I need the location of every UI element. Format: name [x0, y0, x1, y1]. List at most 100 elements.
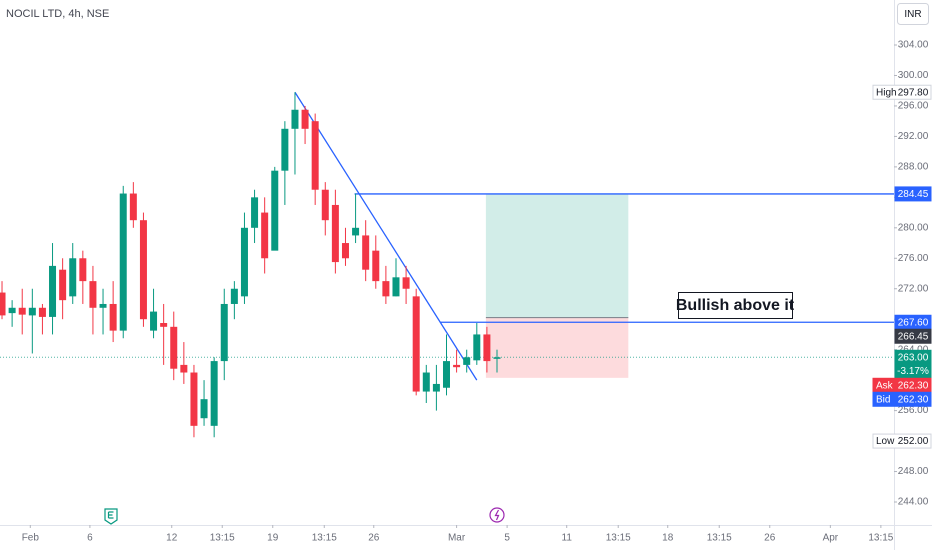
x-tick-label: 12 [166, 533, 178, 544]
candle-body [18, 307, 26, 315]
earnings-glyph [107, 511, 114, 519]
x-tick-label: 13:15 [707, 533, 732, 544]
currency-button[interactable] [897, 3, 929, 25]
candle-body [493, 357, 501, 359]
candle-body [59, 269, 67, 301]
candle-body [109, 303, 117, 331]
candle-body [372, 250, 380, 282]
candle-body [331, 204, 339, 263]
price-change: -3.17% [897, 366, 929, 377]
candle-body [432, 383, 440, 392]
candle-body [352, 227, 360, 236]
y-tick-label: 292.00 [898, 131, 929, 142]
plot: 244.00248.00252.00256.00260.00264.00268.… [0, 40, 932, 544]
x-tick-label: 26 [764, 533, 776, 544]
annotation: Bullish above it [676, 297, 795, 314]
price-label: 267.60 [898, 317, 929, 328]
candle-body [230, 288, 238, 304]
price-label: 263.00 [898, 352, 929, 363]
price-label-box [894, 328, 932, 344]
candle-body [473, 334, 481, 361]
currency-label[interactable]: INR [904, 9, 921, 20]
candle-body [200, 399, 208, 419]
annotation-box [678, 292, 793, 319]
price-label: 297.80 [898, 87, 929, 98]
candle-body [291, 109, 299, 129]
price-label-box [872, 84, 932, 100]
price-label-tag: Ask [876, 380, 894, 391]
price-label: 262.30 [898, 380, 929, 391]
candle-body [271, 170, 279, 251]
y-tick-label: 248.00 [898, 466, 929, 477]
x-tick-label: Mar [448, 533, 466, 544]
candle-body [220, 303, 228, 362]
candle-body [392, 277, 400, 297]
y-tick-label: 296.00 [898, 101, 929, 112]
candle-body [69, 258, 77, 297]
candle-body [362, 235, 370, 270]
x-tick-label: 19 [267, 533, 279, 544]
y-tick-label: 300.00 [898, 70, 929, 81]
target-zone [485, 193, 629, 318]
candle-body [412, 296, 420, 392]
candle-body [119, 193, 127, 331]
candle-body [311, 121, 319, 190]
candle-body [190, 372, 198, 426]
y-tick-label: 288.00 [898, 162, 929, 173]
candle-body [28, 307, 36, 316]
x-tick-label: 13:15 [210, 533, 235, 544]
y-tick-label: 244.00 [898, 497, 929, 508]
price-label-tag: High [876, 87, 897, 98]
x-tick-label: 11 [562, 533, 573, 544]
candle-body [160, 323, 168, 327]
dividend-icon [489, 507, 505, 523]
candle-body [453, 364, 461, 368]
price-label-box [894, 349, 932, 379]
candle-body [38, 307, 46, 317]
price-label: 284.45 [898, 189, 929, 200]
trend-line [294, 91, 478, 381]
x-tick-label: 5 [504, 533, 510, 544]
y-tick-label: 276.00 [898, 253, 929, 264]
price-label: 266.45 [898, 331, 929, 342]
candle-body [170, 326, 178, 369]
x-tick-label: 6 [87, 533, 93, 544]
candle-body [8, 307, 16, 314]
earnings-icon [104, 508, 118, 525]
candle-body [139, 220, 147, 320]
candle-body [79, 258, 87, 282]
dividend-glyph [494, 509, 500, 521]
y-tick-label: 280.00 [898, 222, 929, 233]
price-label-tag: Low [876, 436, 895, 447]
candle-body [89, 281, 97, 308]
price-label: 262.30 [898, 394, 929, 405]
candle-body [321, 189, 329, 221]
candle-body [180, 364, 188, 373]
candle-body [240, 227, 248, 297]
x-tick-label: 13:15 [868, 533, 893, 544]
price-label: 252.00 [898, 436, 929, 447]
price-label-box [894, 186, 932, 202]
y-tick-label: 256.00 [898, 405, 929, 416]
x-tick-label: Feb [22, 533, 40, 544]
x-tick-label: 13:15 [606, 533, 631, 544]
candle-body [382, 281, 390, 297]
candle-body [150, 311, 158, 331]
candle-body [402, 277, 410, 289]
stop-zone [485, 317, 629, 378]
candle-body [422, 372, 430, 392]
candle-body [129, 193, 137, 221]
price-label-box [872, 433, 932, 449]
chart-title: NOCIL LTD, 4h, NSE [6, 8, 109, 20]
x-tick-label: 13:15 [312, 533, 337, 544]
price-label-tag: Bid [876, 394, 890, 405]
candle-body [261, 212, 269, 259]
x-tick-label: 26 [368, 533, 380, 544]
earnings-shape [104, 508, 118, 525]
y-tick-label: 304.00 [898, 40, 929, 51]
x-tick-label: Apr [823, 533, 839, 544]
x-tick-label: 18 [662, 533, 674, 544]
candle-body [99, 303, 107, 308]
